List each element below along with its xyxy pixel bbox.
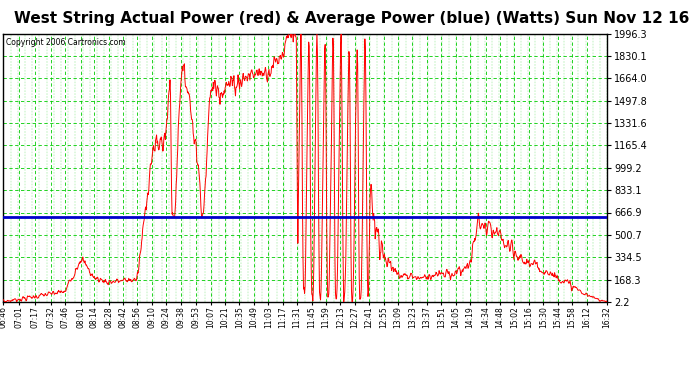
- Text: West String Actual Power (red) & Average Power (blue) (Watts) Sun Nov 12 16:32: West String Actual Power (red) & Average…: [14, 11, 690, 26]
- Text: Copyright 2006 Cartronics.com: Copyright 2006 Cartronics.com: [6, 38, 126, 47]
